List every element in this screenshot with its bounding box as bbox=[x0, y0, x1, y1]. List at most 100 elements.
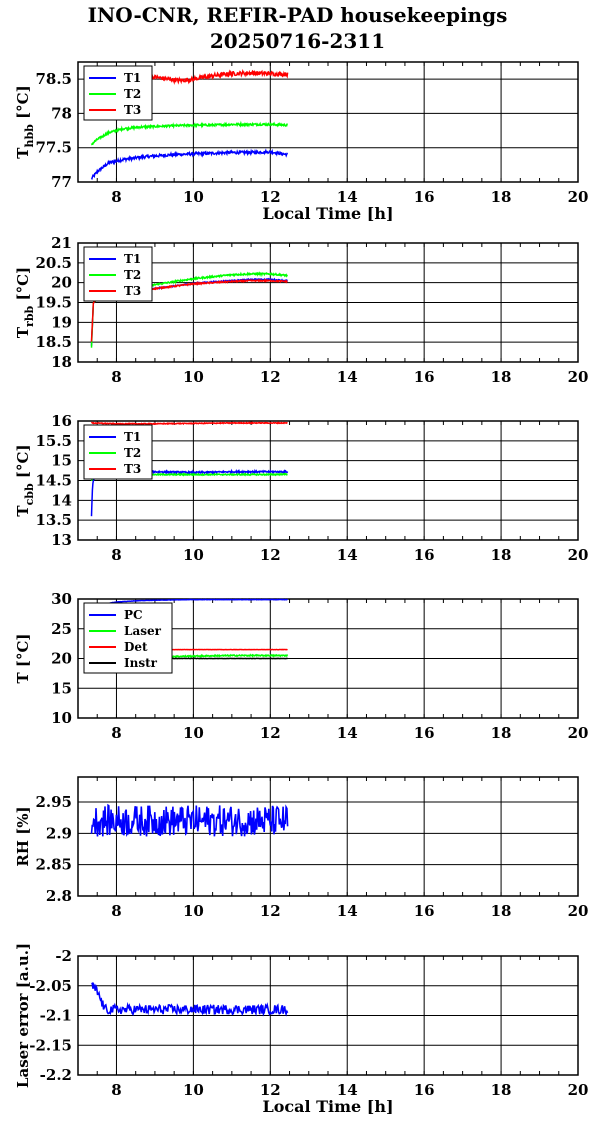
series-line-laser-error bbox=[91, 981, 289, 1017]
y-tick-label: -2.2 bbox=[40, 1066, 72, 1084]
x-tick-label: 8 bbox=[111, 546, 121, 564]
y-tick-label: 77 bbox=[51, 173, 72, 191]
series-line-pc bbox=[91, 598, 288, 607]
y-axis-label-unit: [°C] bbox=[14, 267, 32, 306]
legend: T1 T2 T3 bbox=[83, 246, 153, 302]
y-axis-label-main: T bbox=[14, 326, 32, 338]
series-line-t2 bbox=[90, 120, 288, 146]
y-axis-label-unit: [°C] bbox=[14, 444, 32, 483]
chart-title: INO-CNR, REFIR-PAD housekeepings bbox=[87, 3, 508, 27]
legend: T1 T2 T3 bbox=[83, 65, 153, 121]
x-tick-label: 18 bbox=[491, 546, 512, 564]
x-tick-label: 14 bbox=[337, 188, 358, 206]
legend-label-t2: T2 bbox=[124, 87, 141, 101]
x-tick-label: 14 bbox=[337, 902, 358, 920]
x-axis-label: Local Time [h] bbox=[262, 204, 393, 223]
y-axis-label-main: T bbox=[14, 505, 32, 517]
x-tick-label: 20 bbox=[568, 902, 589, 920]
y-tick-label: 2.95 bbox=[35, 793, 72, 811]
y-tick-label: 20.5 bbox=[35, 254, 72, 272]
plot-frame bbox=[77, 776, 579, 897]
x-tick-label: 8 bbox=[111, 1081, 121, 1099]
panel-6: -2.2 -2.15 -2.1 -2.05 -2 8 10 12 14 16 18 20 Laser e… bbox=[14, 943, 588, 1116]
x-tick-label: 10 bbox=[183, 1081, 204, 1099]
y-tick-label: 19.5 bbox=[35, 294, 72, 312]
x-tick-label: 18 bbox=[491, 188, 512, 206]
x-tick-label: 12 bbox=[260, 368, 281, 386]
x-tick-label: 14 bbox=[337, 1081, 358, 1099]
legend-label-t2: T2 bbox=[124, 268, 141, 282]
y-tick-label: 16 bbox=[51, 412, 72, 430]
x-tick-label: 18 bbox=[491, 902, 512, 920]
x-tick-label: 20 bbox=[568, 188, 589, 206]
legend: T1 T2 T3 bbox=[83, 424, 153, 480]
y-tick-label: -2.05 bbox=[29, 977, 72, 995]
y-axis-label: RH [%] bbox=[14, 806, 32, 866]
y-tick-label: 78.5 bbox=[35, 70, 72, 88]
y-tick-label: 14.5 bbox=[35, 472, 72, 490]
legend-label-t1: T1 bbox=[124, 252, 141, 266]
x-tick-label: 12 bbox=[260, 724, 281, 742]
y-tick-label: 21 bbox=[51, 234, 72, 252]
y-axis-label-main: RH [%] bbox=[14, 806, 32, 866]
x-tick-label: 16 bbox=[414, 368, 435, 386]
x-tick-label: 16 bbox=[414, 546, 435, 564]
y-tick-label: 14 bbox=[51, 491, 72, 509]
y-tick-label: 15 bbox=[51, 679, 72, 697]
x-tick-label: 20 bbox=[568, 546, 589, 564]
x-tick-label: 10 bbox=[183, 368, 204, 386]
y-axis-label-sub: rbb bbox=[23, 305, 36, 326]
x-tick-label: 20 bbox=[568, 368, 589, 386]
x-tick-label: 8 bbox=[111, 902, 121, 920]
plot-frame bbox=[77, 955, 579, 1076]
x-tick-label: 14 bbox=[337, 368, 358, 386]
x-tick-label: 10 bbox=[183, 546, 204, 564]
legend-label-det: Det bbox=[124, 640, 148, 654]
x-tick-label: 16 bbox=[414, 188, 435, 206]
legend-label-laser: Laser bbox=[124, 624, 162, 638]
x-tick-label: 8 bbox=[111, 188, 121, 206]
y-tick-label: 18.5 bbox=[35, 333, 72, 351]
legend-label-instr: Instr bbox=[124, 656, 158, 670]
y-axis-label: Trbb [°C] bbox=[14, 267, 36, 338]
y-tick-label: -2 bbox=[55, 947, 72, 965]
y-axis-label: Tcbb [°C] bbox=[14, 444, 36, 516]
legend-label-t1: T1 bbox=[124, 71, 141, 85]
legend-label-t3: T3 bbox=[124, 462, 141, 476]
legend: PC Laser Det Instr bbox=[83, 602, 173, 674]
x-tick-label: 12 bbox=[260, 1081, 281, 1099]
y-tick-label: 10 bbox=[51, 709, 72, 727]
chart-subtitle: 20250716-2311 bbox=[209, 29, 386, 53]
legend-label-pc: PC bbox=[124, 608, 143, 622]
y-axis-label-main: T bbox=[14, 672, 32, 684]
series-line-t3 bbox=[90, 421, 288, 426]
y-tick-label: 15 bbox=[51, 452, 72, 470]
y-axis-label: Laser error [a.u.] bbox=[14, 943, 32, 1088]
x-tick-label: 16 bbox=[414, 902, 435, 920]
panel-5: 2.8 2.85 2.9 2.95 8 10 12 14 16 18 20 RH [%] bbox=[14, 776, 589, 920]
y-tick-label: 77.5 bbox=[35, 139, 72, 157]
y-tick-label: 2.9 bbox=[46, 824, 72, 842]
legend-label-t2: T2 bbox=[124, 446, 141, 460]
series-line-rh bbox=[90, 803, 289, 838]
y-axis-label: Thbb [°C] bbox=[14, 85, 36, 158]
x-tick-label: 18 bbox=[491, 368, 512, 386]
y-tick-label: 25 bbox=[51, 620, 72, 638]
plot-frame bbox=[77, 242, 579, 363]
y-tick-label: 13 bbox=[51, 531, 72, 549]
x-tick-label: 10 bbox=[183, 188, 204, 206]
chart-title-block: INO-CNR, REFIR-PAD housekeepings 2025071… bbox=[0, 2, 595, 54]
x-tick-label: 8 bbox=[111, 368, 121, 386]
y-tick-label: 13.5 bbox=[35, 511, 72, 529]
series-line-t1 bbox=[90, 148, 289, 181]
y-axis-label-sub: cbb bbox=[23, 483, 36, 505]
x-tick-label: 16 bbox=[414, 724, 435, 742]
x-tick-label: 12 bbox=[260, 902, 281, 920]
y-tick-label: 20 bbox=[51, 650, 72, 668]
panel-1: 77 77.5 78 78.5 8 10 12 14 16 18 20 T1 T2 T3 Thbb [°C]… bbox=[14, 61, 589, 223]
plot-frame bbox=[77, 61, 579, 183]
y-tick-label: 78 bbox=[51, 104, 72, 122]
x-tick-label: 14 bbox=[337, 546, 358, 564]
